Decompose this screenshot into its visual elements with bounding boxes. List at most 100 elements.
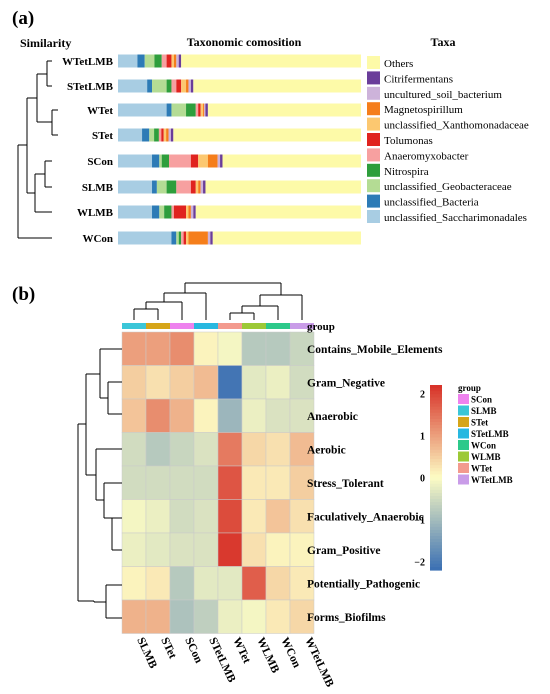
colorbar-step (430, 388, 442, 392)
colorbar-step (430, 459, 442, 463)
group-legend-title: group (458, 383, 481, 393)
col-label-wtet: WTet (230, 636, 252, 666)
colorbar-tick-label: 1 (420, 431, 425, 442)
row-label-anaerobic: Anaerobic (307, 411, 358, 423)
heat-cell-forms-biofilms-stet (145, 599, 171, 634)
bar-segment-wlmb-anaeromyxobacter (171, 205, 174, 219)
bar-segment-scon-uncultured-soil-bacterium (217, 154, 221, 168)
colorbar-step (430, 462, 442, 466)
group-legend-label-wtet: WTet (471, 464, 492, 474)
col-label-wlmb: WLMB (254, 636, 281, 676)
colorbar-step (430, 477, 442, 482)
bar-segment-stetlmb-others (193, 79, 361, 93)
bar-segment-wlmb-tolumonas (173, 205, 187, 219)
group-track-wcon (266, 323, 290, 329)
bar-segment-stetlmb-unclassified-saccharimonadales (118, 79, 148, 93)
legend-swatch-citrifermentans (367, 71, 380, 85)
bar-segment-stetlmb-anaeromyxobacter (171, 79, 177, 93)
bar-segment-wtetlmb-unclassified-saccharimonadales (118, 54, 138, 68)
bar-segment-scon-unclassified-saccharimonadales (118, 154, 153, 168)
legend-label-unclassified-bacteria: unclassified_Bacteria (384, 197, 479, 209)
bar-segment-stetlmb-unclassified-bacteria (147, 79, 153, 93)
bar-segment-wtet-unclassified-bacteria (166, 103, 172, 117)
colorbar-step (430, 480, 442, 485)
colorbar: 2 1 0 −1 −2 (414, 385, 442, 571)
heat-cell-potentially-pathogenic-stet (145, 566, 171, 601)
column-dendrogram (133, 282, 303, 320)
row-label-gram-negative: Gram_Negative (307, 377, 385, 389)
legend-swatch-anaeromyxobacter (367, 148, 380, 162)
colorbar-step (430, 566, 442, 571)
bar-segment-wtetlmb-anaeromyxobacter (161, 54, 167, 68)
heat-cell-gram-negative-stet (145, 365, 171, 400)
panel-a-label: (a) (12, 8, 34, 29)
heat-cell-forms-biofilms-slmb (121, 599, 147, 634)
bar-segment-wcon-tolumonas (183, 231, 187, 245)
heat-cell-anaerobic-wcon (265, 398, 291, 433)
bar-segment-wtetlmb-others (181, 54, 361, 68)
heat-cell-aerobic-slmb (121, 432, 147, 467)
heat-cell-aerobic-wcon (265, 432, 291, 467)
colorbar-step (430, 533, 442, 537)
heat-cell-contains-mobile-elements-stet (145, 331, 171, 366)
legend-swatch-nitrospira (367, 163, 380, 177)
bar-segment-wcon-anaeromyxobacter (181, 231, 184, 245)
colorbar-step (430, 554, 442, 559)
bar-segment-slmb-citrifermentans (203, 180, 206, 194)
colorbar-step (430, 560, 442, 565)
colorbar-step (430, 468, 442, 472)
colorbar-step (430, 449, 442, 454)
heat-cell-stress-tolerant-slmb (121, 465, 147, 500)
group-legend-label-scon: SCon (471, 395, 492, 405)
bar-segment-stet-tolumonas (161, 128, 164, 142)
group-track-wtetlmb (290, 323, 314, 329)
bar-segment-wtetlmb-unclassified-geobacteraceae (144, 54, 155, 68)
bar-segment-slmb-uncultured-soil-bacterium (200, 180, 204, 194)
bar-segment-stet-unclassified-xanthomonadaceae (163, 128, 167, 142)
heat-cell-aerobic-stet (145, 432, 171, 467)
bar-segment-wtet-anaeromyxobacter (195, 103, 199, 117)
bar-segment-wcon-magnetospirillum (188, 231, 208, 245)
bar-segment-stetlmb-unclassified-geobacteraceae (152, 79, 167, 93)
legend-swatch-unclassified-xanthomonadaceae (367, 117, 380, 131)
col-label-wcon: WCon (278, 636, 303, 671)
group-legend-swatch-scon (458, 394, 469, 404)
bar-segment-wtet-citrifermentans (205, 103, 208, 117)
heat-cell-contains-mobile-elements-stetlmb (193, 331, 219, 366)
bar-segment-slmb-nitrospira (166, 180, 177, 194)
row-label-aerobic: Aerobic (307, 444, 346, 456)
colorbar-step (430, 551, 442, 556)
bar-segment-wlmb-nitrospira (164, 205, 172, 219)
legend-label-magnetospirillum: Magnetospirillum (384, 104, 463, 116)
colorbar-step (430, 406, 442, 411)
heat-cell-potentially-pathogenic-wcon (265, 566, 291, 601)
colorbar-step (430, 455, 442, 460)
colorbar-step (430, 557, 442, 562)
bar-segment-stetlmb-nitrospira (166, 79, 172, 93)
sample-label-wtetlmb: WTetLMB (62, 56, 114, 68)
colorbar-step (430, 545, 442, 550)
heat-cell-gram-negative-wtetlmb (289, 365, 315, 400)
heat-cell-stress-tolerant-scon (169, 465, 195, 500)
heat-cell-potentially-pathogenic-scon (169, 566, 195, 601)
group-track-stetlmb (194, 323, 218, 329)
bar-segment-stet-magnetospirillum (166, 128, 169, 142)
group-track-scon (170, 323, 194, 329)
colorbar-step (430, 520, 442, 525)
legend-label-citrifermentans: Citrifermentans (384, 73, 453, 85)
colorbar-step (430, 428, 442, 432)
row-label-potentially-pathogenic: Potentially_Pathogenic (307, 578, 420, 590)
bar-segment-wtetlmb-unclassified-xanthomonadaceae (171, 54, 174, 68)
heatmap: Contains_Mobile_Elements Gram_Negative Ana… (121, 323, 443, 689)
bar-segment-slmb-tolumonas (190, 180, 196, 194)
bar-segment-stetlmb-magnetospirillum (186, 79, 189, 93)
taxonomic-title: Taxonomic comosition (187, 35, 302, 49)
colorbar-step (430, 400, 442, 405)
legend-label-unclassified-xanthomonadaceae: unclassified_Xanthomonadaceae (384, 120, 529, 132)
group-track-wtet (218, 323, 242, 329)
bar-segment-wtetlmb-magnetospirillum (173, 54, 177, 68)
bar-segment-wlmb-unclassified-geobacteraceae (159, 205, 165, 219)
colorbar-step (430, 422, 442, 426)
group-legend-swatch-stetlmb (458, 428, 469, 439)
